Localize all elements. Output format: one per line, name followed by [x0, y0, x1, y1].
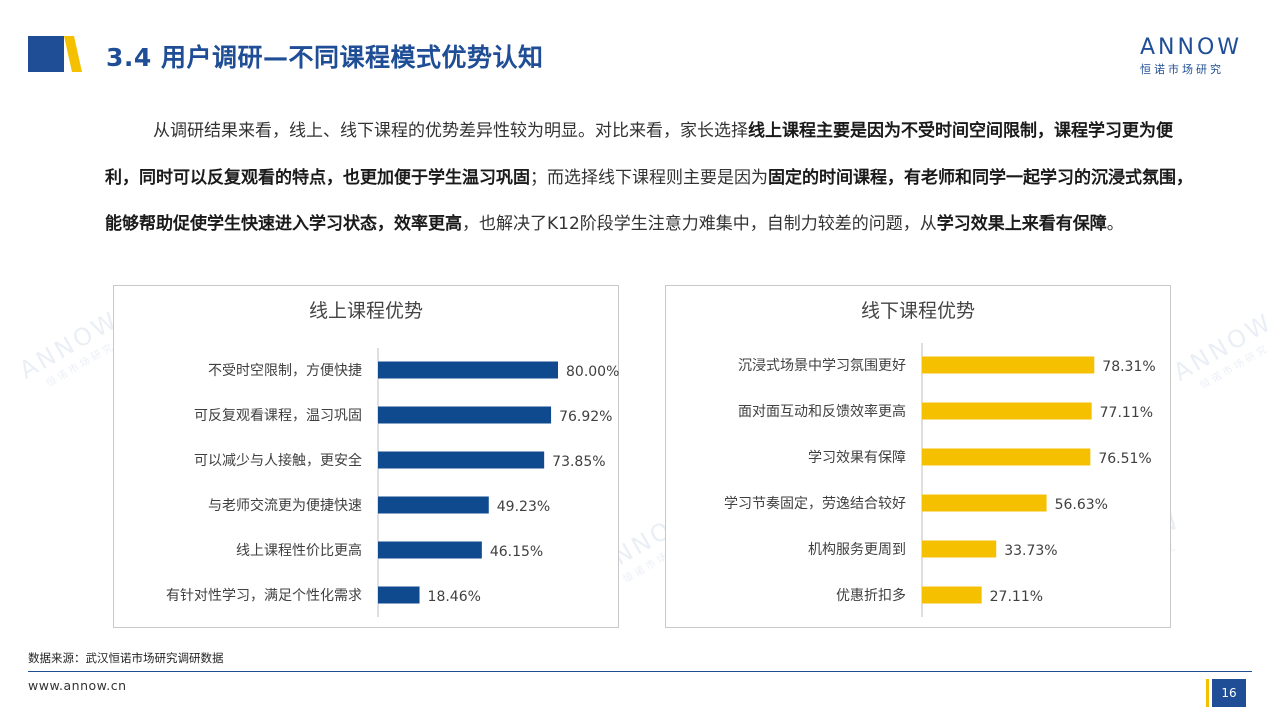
data-label: 78.31% — [1102, 359, 1155, 375]
title-accent-icon — [28, 36, 82, 72]
offline-advantages-bar-chart: 沉浸式场景中学习氛围更好 78.31% 面对面互动和反馈效率更高 77.11% 学习效果… — [724, 343, 1156, 617]
offline-advantages-chart-panel: 线下课程优势 沉浸式场景中学习氛围更好 78.31% 面对面互动和反馈效率更高 77.… — [665, 285, 1171, 628]
bar — [922, 540, 997, 558]
category-label: 面对面互动和反馈效率更高 — [738, 403, 906, 420]
page-number-accent — [1206, 679, 1209, 707]
bar — [922, 402, 1092, 420]
website-link[interactable]: www.annow.cn — [28, 678, 127, 693]
page-title: 3.4 用户调研—不同课程模式优势认知 — [106, 43, 544, 72]
category-label: 线上课程性价比更高 — [236, 542, 362, 559]
category-label: 机构服务更周到 — [808, 542, 906, 558]
footer-divider — [28, 671, 1252, 672]
data-label: 77.11% — [1100, 405, 1153, 421]
data-source-note: 数据来源：武汉恒诺市场研究调研数据 — [28, 651, 224, 665]
bar — [922, 494, 1047, 512]
category-label: 可以减少与人接触，更安全 — [194, 452, 362, 469]
bar — [922, 586, 982, 604]
data-label: 73.85% — [552, 454, 605, 470]
page-number: 16 — [1212, 679, 1246, 707]
bar — [378, 451, 545, 469]
brand-logo: ANNOW 恒诺市场研究 — [1140, 36, 1252, 77]
category-label: 沉浸式场景中学习氛围更好 — [738, 358, 906, 374]
chart-title: 线上课程优势 — [308, 300, 423, 322]
summary-text-1: 从调研结果来看，线上、线下课程的优势差异性较为明显。对比来看，家长选择 — [153, 121, 748, 141]
category-label: 学习效果有保障 — [808, 450, 906, 466]
bar — [922, 448, 1091, 466]
data-label: 33.73% — [1004, 543, 1057, 559]
online-advantages-chart-panel: 线上课程优势 不受时空限制，方便快捷 80.00% 可反复观看课程，温习巩固 76.9… — [113, 285, 619, 628]
online-advantages-bar-chart: 不受时空限制，方便快捷 80.00% 可反复观看课程，温习巩固 76.92% 可以减少与… — [166, 348, 619, 617]
summary-text-2: ；而选择线下课程则主要是因为 — [530, 167, 768, 188]
summary-highlight-1: 线上课程主要是因为不受时间空间限制，课程学习更为便利，同时可以反复观看的特点，也… — [105, 121, 1173, 188]
logo-subtitle: 恒诺市场研究 — [1140, 63, 1224, 76]
bar — [378, 496, 489, 514]
data-label: 27.11% — [990, 589, 1043, 605]
data-label: 76.92% — [559, 409, 612, 425]
summary-highlight-2: 固定的时间课程，有老师和同学一起学习的沉浸式氛围，能够帮助促使学生快速进入学习状… — [105, 167, 1193, 235]
bar — [378, 541, 482, 559]
data-label: 56.63% — [1055, 497, 1108, 513]
summary-highlight-3: 学习效果上来看有保障 — [936, 214, 1107, 234]
summary-paragraph: 从调研结果来看，线上、线下课程的优势差异性较为明显。对比来看，家长选择线上课程主… — [105, 108, 1205, 248]
summary-text-4: 。 — [1106, 214, 1124, 234]
bar — [378, 361, 558, 379]
logo-wordmark: ANNOW — [1140, 35, 1243, 60]
category-label: 优惠折扣多 — [836, 587, 906, 604]
data-label: 76.51% — [1098, 451, 1151, 467]
category-label: 有针对性学习，满足个性化需求 — [166, 588, 362, 604]
bar — [378, 406, 552, 424]
bar — [378, 586, 420, 604]
data-label: 46.15% — [490, 544, 543, 560]
category-label: 可反复观看课程，温习巩固 — [194, 407, 362, 424]
data-label: 18.46% — [428, 589, 481, 605]
summary-text-3: ，也解决了K12阶段学生注意力难集中，自制力较差的问题，从 — [462, 214, 937, 234]
category-label: 不受时空限制，方便快捷 — [208, 363, 362, 379]
chart-title: 线下课程优势 — [860, 300, 975, 322]
bar — [922, 356, 1095, 374]
category-label: 与老师交流更为便捷快速 — [208, 497, 362, 514]
data-label: 49.23% — [497, 499, 550, 515]
data-label: 80.00% — [566, 364, 619, 380]
category-label: 学习节奏固定，劳逸结合较好 — [724, 496, 906, 512]
